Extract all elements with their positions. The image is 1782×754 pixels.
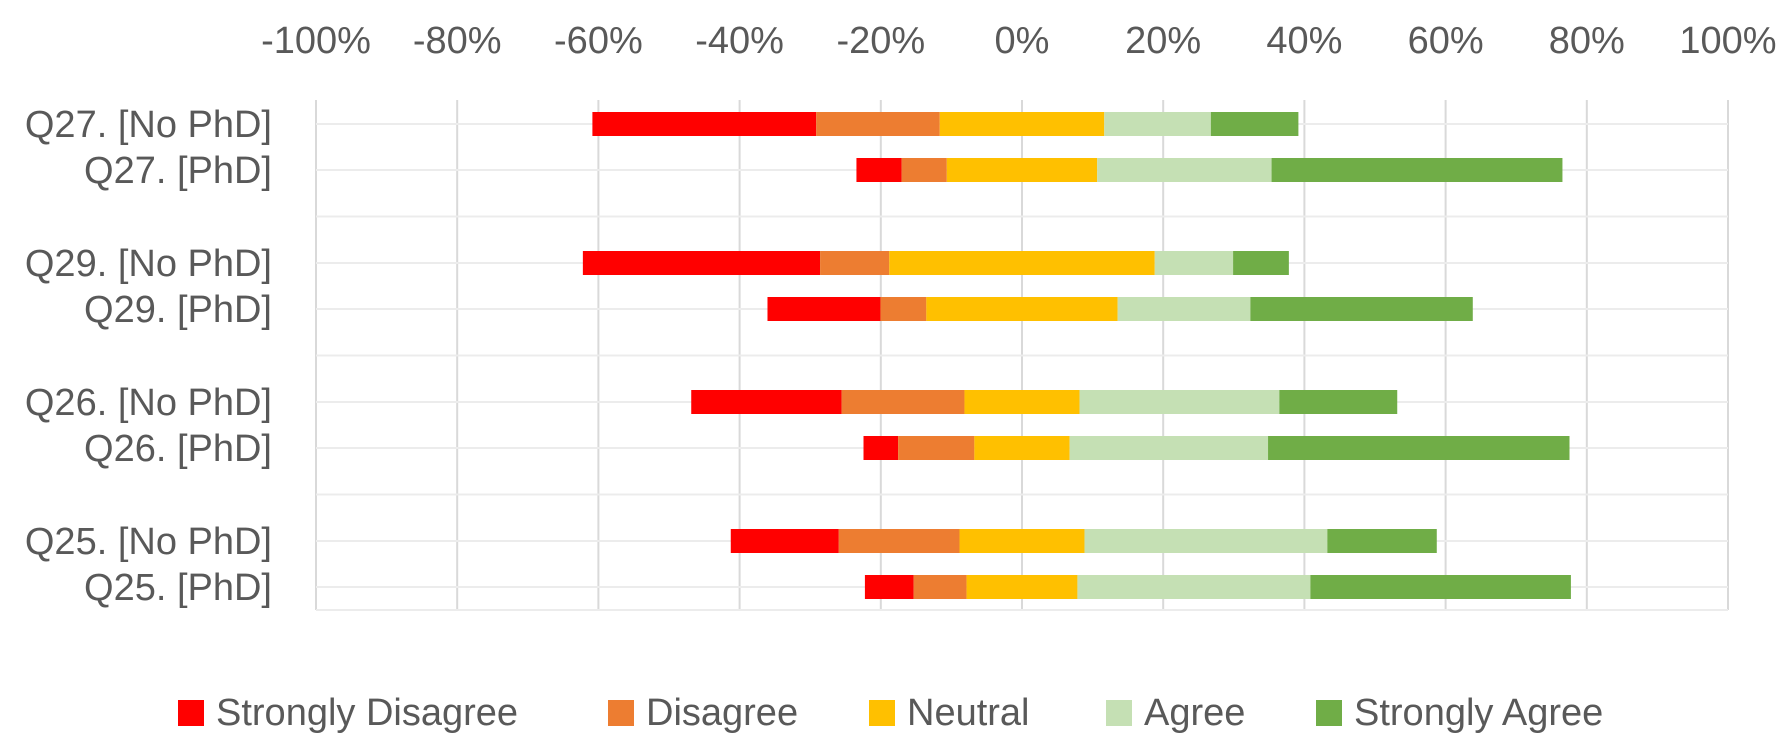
- category-label: Q29. [PhD]: [84, 289, 272, 331]
- legend-label: Agree: [1144, 692, 1245, 734]
- bar-segment-agree: [1154, 251, 1234, 275]
- bar-segment-disagree: [816, 112, 940, 136]
- bar-segment-neutral: [946, 158, 1098, 182]
- legend: Strongly Disagree Disagree Neutral Agree Str…: [178, 692, 1603, 734]
- bar-segment-strongly-disagree: [863, 436, 899, 460]
- x-tick-label: 60%: [1408, 20, 1484, 62]
- bar-segment-strongly-agree: [1210, 112, 1299, 136]
- bar-segment-strongly-agree: [1233, 251, 1289, 275]
- bar-segment-strongly-disagree: [864, 575, 914, 599]
- bar-segment-neutral: [966, 575, 1078, 599]
- bar-segment-strongly-disagree: [767, 297, 881, 321]
- category-label: Q25. [No PhD]: [25, 521, 272, 563]
- bar-segment-disagree: [898, 436, 975, 460]
- category-label: Q27. [No PhD]: [25, 104, 272, 146]
- legend-swatch: [1106, 700, 1132, 726]
- bar-segment-disagree: [838, 529, 960, 553]
- bar-segment-strongly-disagree: [582, 251, 821, 275]
- bar-segment-agree: [1069, 436, 1269, 460]
- legend-swatch: [608, 700, 634, 726]
- bar-segment-strongly-agree: [1327, 529, 1437, 553]
- bar-segment-disagree: [841, 390, 965, 414]
- bar-segment-neutral: [964, 390, 1080, 414]
- bar-segment-strongly-disagree: [730, 529, 839, 553]
- x-tick-label: 0%: [995, 20, 1050, 62]
- category-label: Q27. [PhD]: [84, 150, 272, 192]
- legend-label: Neutral: [907, 692, 1030, 734]
- bars: [582, 112, 1571, 599]
- x-tick-label: -20%: [836, 20, 925, 62]
- legend-label: Strongly Disagree: [216, 692, 518, 734]
- x-tick-label: 40%: [1266, 20, 1342, 62]
- x-axis: -100% -80% -60% -40% -20% 0% 20% 40% 60% 80% 100%: [261, 20, 1777, 62]
- bar-segment-strongly-agree: [1310, 575, 1571, 599]
- bar-segment-agree: [1079, 390, 1280, 414]
- category-label: Q25. [PhD]: [84, 567, 272, 609]
- bar-segment-neutral: [939, 112, 1105, 136]
- bar-segment-strongly-agree: [1271, 158, 1563, 182]
- bar-segment-strongly-disagree: [592, 112, 817, 136]
- bar-segment-neutral: [974, 436, 1070, 460]
- bar-segment-strongly-disagree: [691, 390, 842, 414]
- x-tick-label: 20%: [1125, 20, 1201, 62]
- bar-segment-neutral: [889, 251, 1155, 275]
- bar-segment-disagree: [880, 297, 927, 321]
- bar-segment-disagree: [913, 575, 967, 599]
- category-label: Q26. [No PhD]: [25, 382, 272, 424]
- legend-swatch: [178, 700, 204, 726]
- x-tick-label: -80%: [413, 20, 502, 62]
- bar-segment-agree: [1117, 297, 1251, 321]
- category-label: Q29. [No PhD]: [25, 243, 272, 285]
- legend-swatch: [1316, 700, 1342, 726]
- x-tick-label: 80%: [1549, 20, 1625, 62]
- bar-segment-strongly-disagree: [856, 158, 902, 182]
- bar-segment-agree: [1084, 529, 1328, 553]
- bar-segment-disagree: [820, 251, 890, 275]
- legend-label: Disagree: [646, 692, 798, 734]
- bar-segment-neutral: [959, 529, 1085, 553]
- bar-segment-strongly-agree: [1250, 297, 1473, 321]
- bar-segment-strongly-agree: [1268, 436, 1570, 460]
- category-label: Q26. [PhD]: [84, 428, 272, 470]
- bar-segment-agree: [1104, 112, 1211, 136]
- x-tick-label: -100%: [261, 20, 371, 62]
- bar-segment-agree: [1097, 158, 1272, 182]
- bar-segment-strongly-agree: [1279, 390, 1398, 414]
- bar-segment-disagree: [901, 158, 947, 182]
- x-tick-label: 100%: [1679, 20, 1776, 62]
- y-axis-categories: Q27. [No PhD]Q27. [PhD] Q29. [No PhD]Q29.…: [25, 104, 272, 609]
- x-tick-label: -60%: [554, 20, 643, 62]
- x-tick-label: -40%: [695, 20, 784, 62]
- legend-swatch: [869, 700, 895, 726]
- bar-segment-agree: [1077, 575, 1311, 599]
- legend-label: Strongly Agree: [1354, 692, 1603, 734]
- bar-segment-neutral: [926, 297, 1118, 321]
